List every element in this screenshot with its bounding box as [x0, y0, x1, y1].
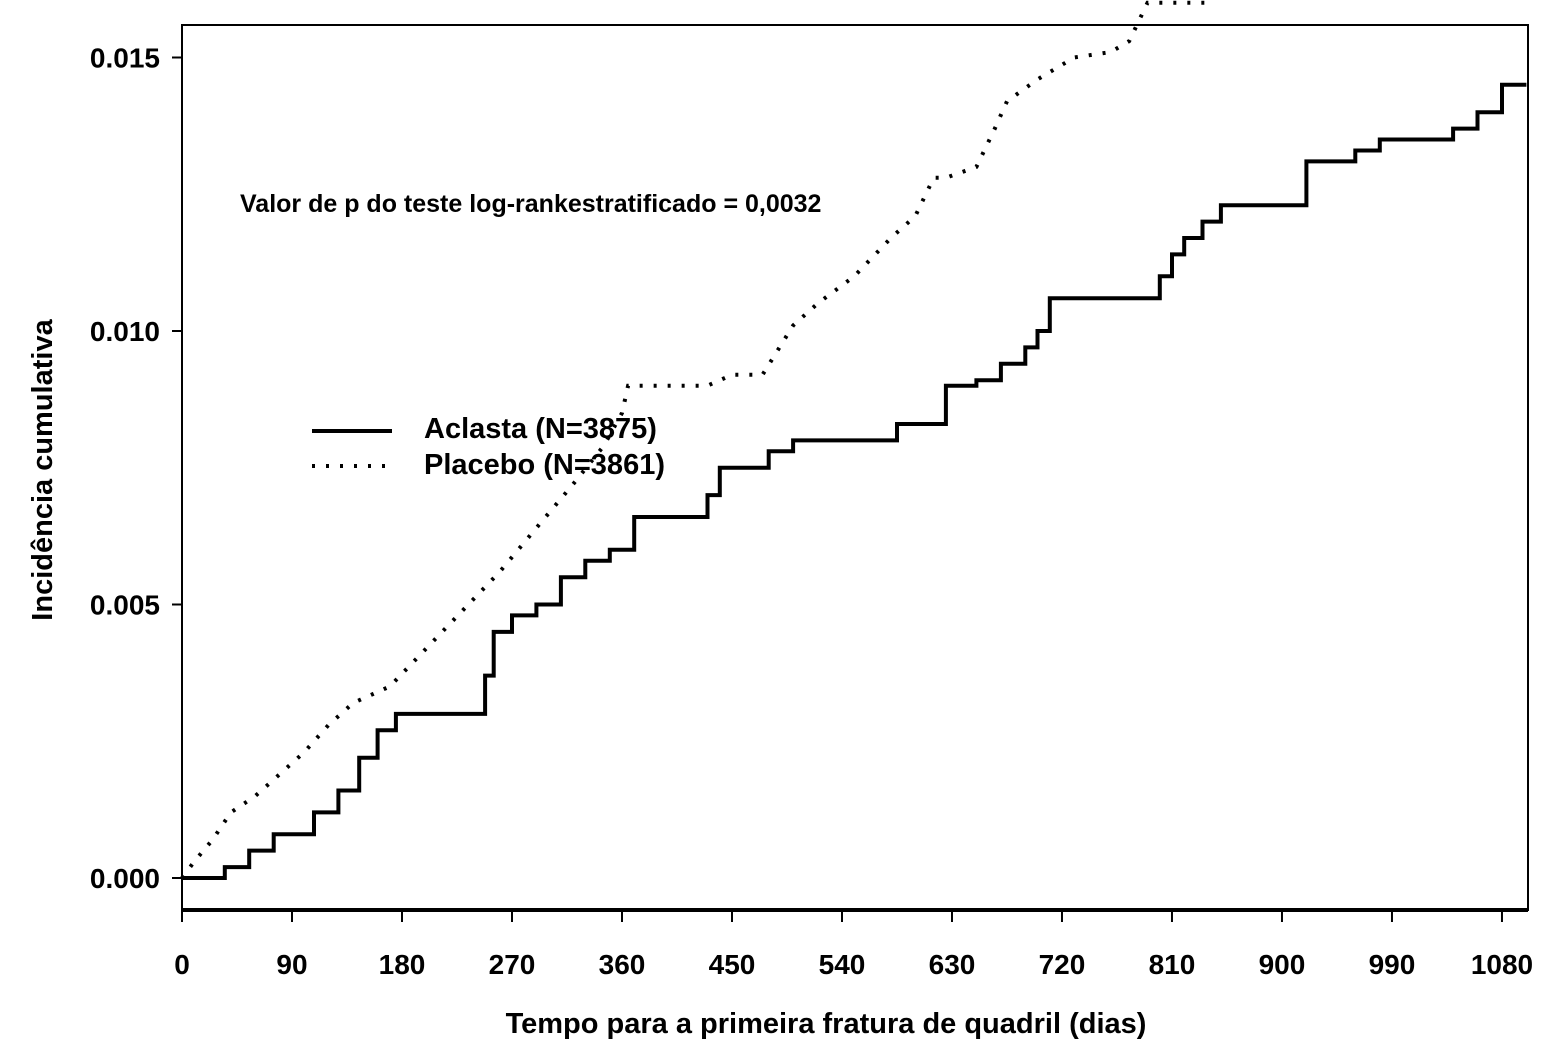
x-tick-label: 810	[1149, 949, 1196, 980]
y-tick-label: 0.005	[90, 590, 160, 621]
x-axis-title: Tempo para a primeira fratura de quadril…	[506, 1008, 1147, 1040]
legend-label-placebo: Placebo (N=3861)	[424, 449, 665, 481]
x-tick-label: 360	[599, 949, 646, 980]
x-tick-label: 540	[819, 949, 866, 980]
x-tick-label: 720	[1039, 949, 1086, 980]
x-tick-label: 90	[276, 949, 307, 980]
x-tick-label: 0	[174, 949, 190, 980]
x-tick-label: 450	[709, 949, 756, 980]
legend: Aclasta (N=3875) Placebo (N=3861)	[312, 413, 665, 481]
x-tick-label: 180	[379, 949, 426, 980]
y-tick-label: 0.000	[90, 863, 160, 894]
y-tick-label: 0.010	[90, 316, 160, 347]
series-line-aclasta	[182, 82, 1527, 880]
y-tick-label: 0.015	[90, 43, 160, 74]
x-tick-label: 630	[929, 949, 976, 980]
x-tick-label: 1080	[1471, 949, 1533, 980]
legend-label-aclasta: Aclasta (N=3875)	[424, 413, 657, 445]
series-layer	[180, 0, 1527, 880]
x-tick-label: 270	[489, 949, 536, 980]
x-tick-label: 900	[1259, 949, 1306, 980]
plot-frame	[181, 24, 1529, 912]
y-axis-title: Incidência cumulativa	[27, 318, 59, 620]
x-tick-label: 990	[1369, 949, 1416, 980]
p-value-annotation: Valor de p do teste log-rankestratificad…	[240, 190, 821, 218]
x-axis-ticks: 0 90 180 270 360 450 540 630 720 810 900 990 1080	[174, 910, 1533, 980]
series-line-placebo	[180, 0, 1214, 880]
